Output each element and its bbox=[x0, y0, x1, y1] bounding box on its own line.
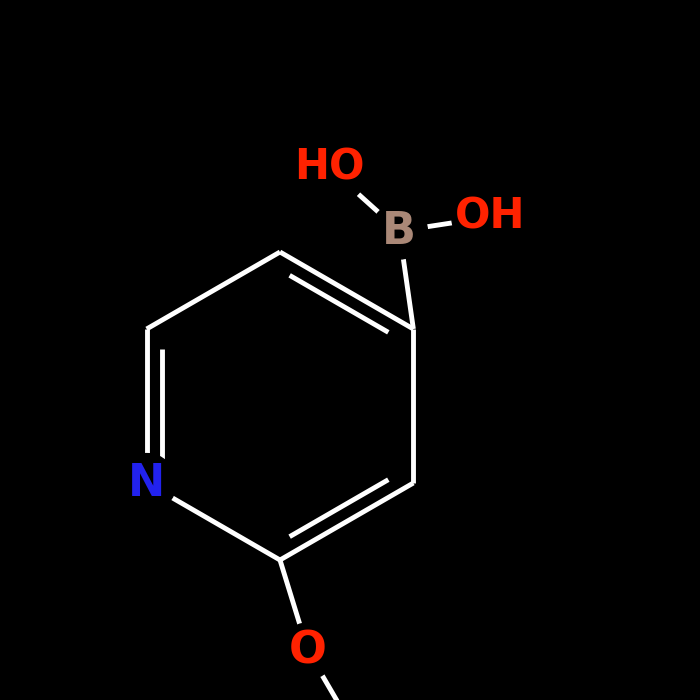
Circle shape bbox=[318, 696, 395, 700]
Circle shape bbox=[372, 203, 428, 259]
Text: N: N bbox=[128, 461, 165, 505]
Text: O: O bbox=[289, 629, 327, 673]
Text: OH: OH bbox=[455, 196, 526, 238]
Circle shape bbox=[280, 623, 336, 679]
Circle shape bbox=[117, 454, 176, 512]
Text: HO: HO bbox=[294, 147, 365, 189]
Text: B: B bbox=[382, 209, 416, 253]
Circle shape bbox=[291, 130, 368, 206]
Circle shape bbox=[452, 178, 529, 256]
